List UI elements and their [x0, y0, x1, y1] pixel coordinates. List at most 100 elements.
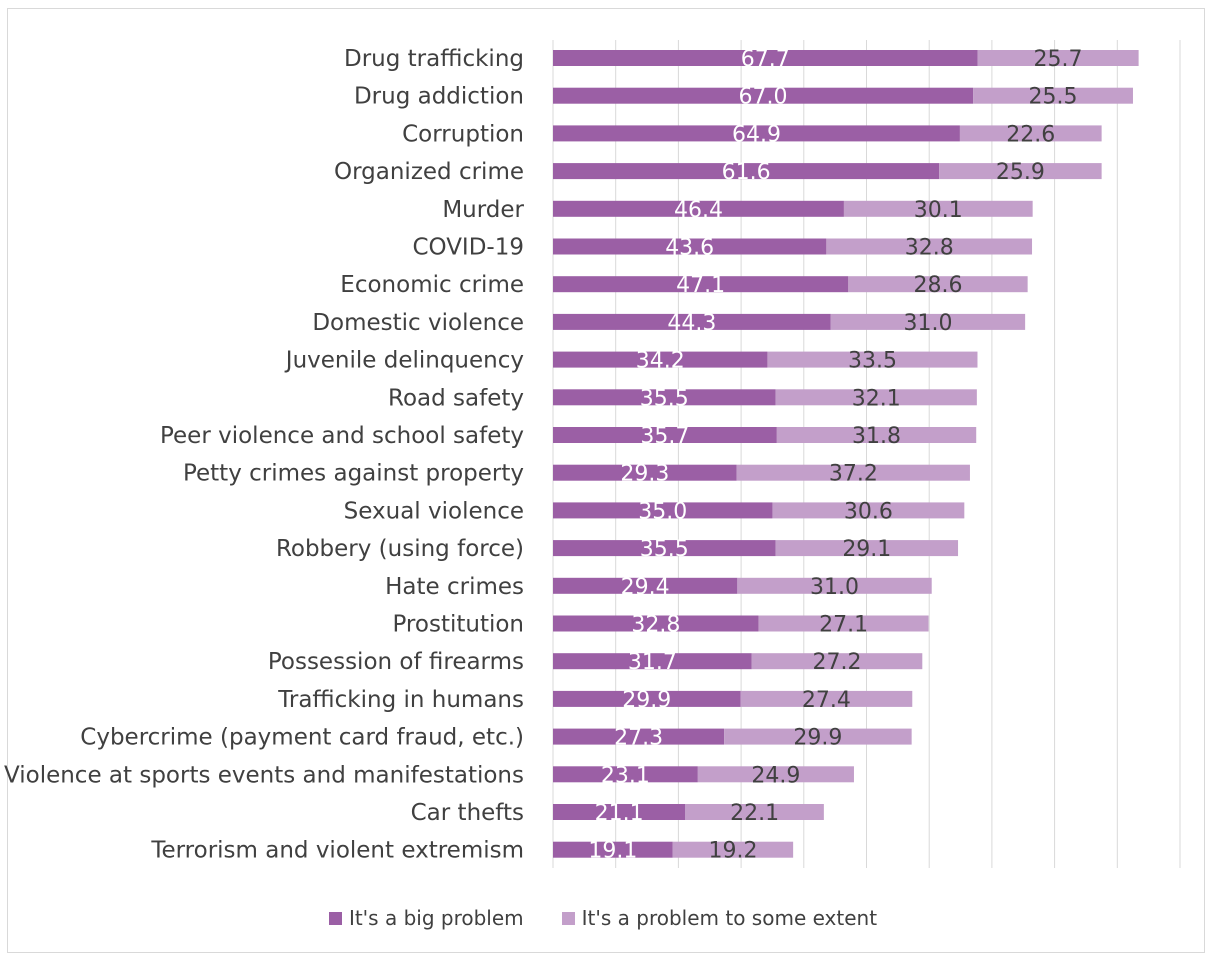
data-label-big-problem: 67.0	[739, 85, 788, 110]
data-label-big-problem: 35.5	[640, 386, 689, 411]
category-label: Domestic violence	[312, 310, 524, 336]
bar-some-extent	[776, 427, 977, 443]
bar-big-problem	[553, 577, 738, 594]
data-label-some-extent: 28.6	[913, 273, 962, 298]
data-label-some-extent: 30.1	[914, 198, 963, 223]
category-label: Murder	[442, 197, 524, 223]
category-label: Sexual violence	[344, 498, 524, 524]
data-label-some-extent: 22.6	[1006, 122, 1055, 147]
category-label: Hate crimes	[385, 574, 524, 600]
data-label-big-problem: 21.1	[595, 801, 644, 826]
bar-some-extent	[939, 163, 1102, 180]
category-label: Trafficking in humans	[277, 687, 524, 713]
bar-big-problem	[553, 238, 827, 255]
data-label-big-problem: 19.1	[588, 839, 637, 864]
bars	[553, 50, 1139, 858]
category-label: Drug trafficking	[344, 46, 524, 72]
data-label-big-problem: 34.2	[636, 349, 685, 374]
data-label-big-problem: 44.3	[667, 311, 716, 336]
bar-big-problem	[553, 125, 960, 142]
data-label-some-extent: 19.2	[708, 839, 757, 864]
data-label-some-extent: 29.1	[842, 537, 891, 562]
bar-some-extent	[672, 841, 794, 858]
bar-big-problem	[553, 728, 725, 745]
bar-some-extent	[737, 577, 932, 594]
data-label-some-extent: 27.1	[819, 613, 868, 638]
bar-some-extent	[772, 502, 965, 519]
data-label-some-extent: 30.6	[844, 499, 893, 524]
legend: It's a big problem It's a problem to som…	[0, 906, 1206, 930]
bar-some-extent	[736, 464, 970, 481]
category-label: Corruption	[402, 121, 524, 147]
data-label-some-extent: 37.2	[829, 462, 878, 487]
bar-some-extent	[758, 615, 929, 632]
bar-big-problem	[553, 87, 974, 104]
category-label: Violence at sports events and manifestat…	[4, 762, 524, 788]
category-label: Organized crime	[334, 159, 524, 185]
category-labels: Drug trafficking Drug addiction Corruption…	[4, 46, 525, 864]
bar-big-problem	[553, 690, 741, 707]
bar-big-problem	[553, 427, 777, 443]
bar-some-extent	[830, 313, 1026, 330]
bar-big-problem	[553, 200, 844, 217]
data-label-big-problem: 61.6	[722, 160, 771, 185]
category-label: Robbery (using force)	[276, 536, 524, 562]
bar-some-extent	[848, 276, 1028, 293]
data-label-some-extent: 32.8	[905, 236, 954, 261]
category-label: Possession of firearms	[268, 649, 524, 675]
data-label-some-extent: 31.8	[852, 424, 901, 449]
bar-some-extent	[685, 804, 824, 820]
category-label: Terrorism and violent extremism	[150, 838, 524, 864]
legend-item-some-extent: It's a problem to some extent	[561, 906, 878, 930]
data-label-some-extent: 31.0	[810, 575, 859, 600]
data-label-big-problem: 29.9	[622, 688, 671, 713]
category-label: Petty crimes against property	[183, 461, 524, 487]
data-label-big-problem: 35.5	[640, 537, 689, 562]
legend-item-big-problem: It's a big problem	[328, 906, 524, 930]
category-label: Cybercrime (payment card fraud, etc.)	[80, 725, 524, 751]
data-label-some-extent: 24.9	[751, 763, 800, 788]
bar-big-problem	[553, 389, 776, 406]
data-label-some-extent: 29.9	[793, 726, 842, 751]
bar-some-extent	[775, 389, 977, 406]
bar-some-extent	[977, 50, 1139, 66]
bar-big-problem	[553, 50, 978, 66]
bar-some-extent	[959, 125, 1102, 142]
data-label-big-problem: 27.3	[614, 726, 663, 751]
data-label-big-problem: 47.1	[676, 273, 725, 298]
bar-big-problem	[553, 464, 737, 481]
category-label: Prostitution	[392, 612, 524, 638]
data-label-some-extent: 27.4	[802, 688, 851, 713]
bar-big-problem	[553, 804, 686, 820]
data-label-big-problem: 29.3	[620, 462, 669, 487]
bar-big-problem	[553, 615, 759, 632]
legend-label-some-extent: It's a problem to some extent	[581, 906, 878, 930]
data-label-big-problem: 64.9	[732, 122, 781, 147]
data-label-some-extent: 33.5	[848, 349, 897, 374]
category-label: Economic crime	[340, 272, 524, 298]
bar-big-problem	[553, 540, 776, 557]
legend-swatch-some-extent	[561, 911, 575, 925]
bar-big-problem	[553, 502, 773, 519]
bar-some-extent	[740, 690, 913, 707]
bar-big-problem	[553, 766, 698, 783]
category-label: Peer violence and school safety	[160, 423, 524, 449]
category-label: Juvenile delinquency	[284, 348, 524, 374]
category-label: COVID-19	[412, 235, 524, 261]
bar-big-problem	[553, 276, 849, 293]
data-label-big-problem: 35.7	[640, 424, 689, 449]
data-label-big-problem: 67.7	[741, 47, 790, 72]
data-label-big-problem: 29.4	[621, 575, 670, 600]
data-label-some-extent: 27.2	[813, 650, 862, 675]
data-label-big-problem: 35.0	[638, 499, 687, 524]
bar-some-extent	[751, 653, 923, 670]
bar-some-extent	[724, 728, 912, 745]
data-label-some-extent: 32.1	[852, 386, 901, 411]
bar-big-problem	[553, 653, 752, 670]
data-labels: 67.7 25.7 67.0 25.5 64.9 22.6 61.6 25.9 46.4 30.1…	[588, 47, 1082, 864]
legend-label-big-problem: It's a big problem	[348, 906, 524, 930]
data-label-big-problem: 32.8	[631, 613, 680, 638]
bar-some-extent	[973, 87, 1133, 104]
bar-big-problem	[553, 163, 940, 180]
bar-some-extent	[843, 200, 1033, 217]
